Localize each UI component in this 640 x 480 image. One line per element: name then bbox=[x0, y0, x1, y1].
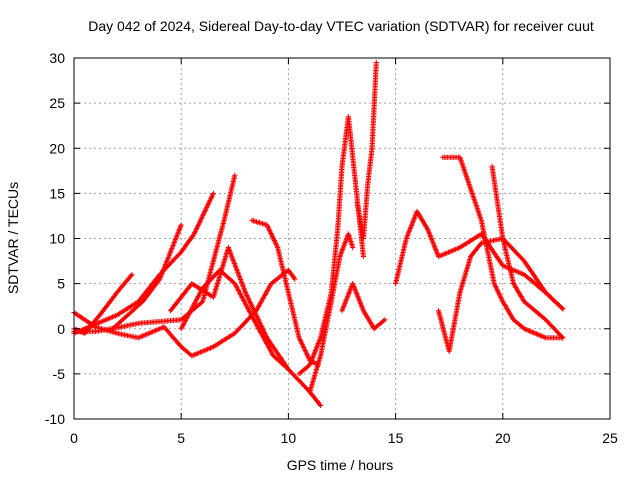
series-markers bbox=[393, 208, 566, 312]
series-sat-h bbox=[249, 217, 321, 368]
x-tick-label: 5 bbox=[177, 430, 185, 446]
chart-title: Day 042 of 2024, Sidereal Day-to-day VTE… bbox=[88, 18, 594, 34]
series-sat-n bbox=[435, 235, 566, 354]
x-tick-label: 15 bbox=[388, 430, 404, 446]
y-tick-label: 10 bbox=[49, 231, 65, 247]
y-tick-label: 20 bbox=[49, 140, 65, 156]
series-markers bbox=[440, 154, 566, 341]
series-markers bbox=[249, 217, 321, 368]
series-sat-o bbox=[440, 154, 566, 341]
y-axis-label: SDTVAR / TECUs bbox=[5, 182, 21, 294]
y-tick-label: 15 bbox=[49, 185, 65, 201]
series-sat-e bbox=[71, 267, 298, 359]
series-sat-l bbox=[354, 59, 379, 242]
series-markers bbox=[307, 231, 356, 395]
axis-ticks: 0 5 10 15 20 25 -10 -5 0 5 10 15 20 25 30 bbox=[45, 50, 618, 446]
y-tick-label: -10 bbox=[45, 411, 65, 427]
series-line bbox=[491, 166, 564, 339]
series-sat-k bbox=[339, 281, 388, 332]
series-sat-m bbox=[393, 208, 566, 312]
y-tick-label: 30 bbox=[49, 50, 65, 66]
series-markers bbox=[296, 114, 366, 377]
series-markers bbox=[167, 244, 324, 409]
x-tick-label: 25 bbox=[602, 430, 618, 446]
series-markers bbox=[435, 235, 566, 354]
y-tick-label: 25 bbox=[49, 95, 65, 111]
grid bbox=[74, 58, 610, 419]
y-tick-label: -5 bbox=[53, 366, 66, 382]
series-markers bbox=[71, 267, 298, 359]
series-line bbox=[251, 219, 319, 366]
series-line bbox=[73, 269, 296, 357]
series-sat-i bbox=[296, 114, 366, 377]
x-tick-label: 20 bbox=[495, 430, 511, 446]
x-tick-label: 0 bbox=[70, 430, 78, 446]
series-markers bbox=[354, 59, 379, 242]
series-markers bbox=[71, 190, 216, 336]
series-markers bbox=[339, 281, 388, 332]
series-line bbox=[395, 210, 564, 310]
y-tick-label: 0 bbox=[57, 321, 65, 337]
series-markers bbox=[489, 163, 566, 341]
series-sat-c bbox=[71, 190, 216, 336]
series-sat-p bbox=[489, 163, 566, 341]
data-traces bbox=[71, 59, 566, 409]
y-tick-label: 5 bbox=[57, 276, 65, 292]
x-axis-label: GPS time / hours bbox=[287, 457, 394, 473]
series-sat-g bbox=[167, 244, 324, 409]
x-tick-label: 10 bbox=[281, 430, 297, 446]
series-sat-j bbox=[307, 231, 356, 395]
